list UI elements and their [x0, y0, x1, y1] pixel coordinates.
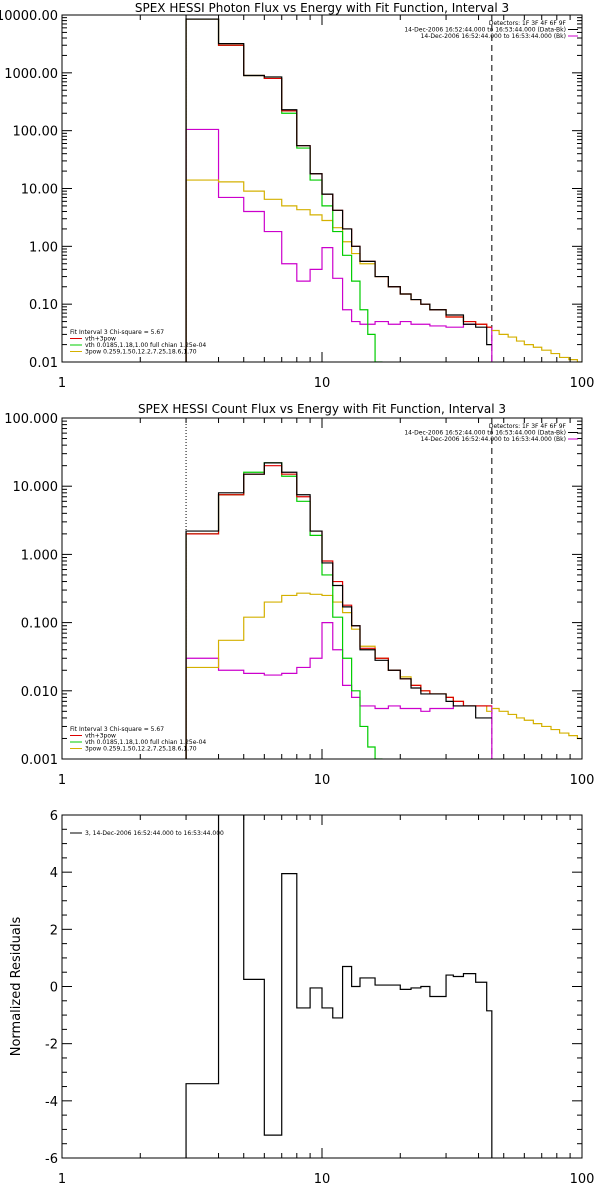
series-bk-step-line [185, 128, 493, 362]
residuals-panel: Normalized Residuals 1 10 100 6 4 2 0 -2 -4 -6 3, 1… [9, 809, 594, 1187]
y-tick-label: 10.00 [21, 183, 58, 198]
series-3-14-dec-2006-16-52-44-000-to-16-53-44-000-step-line [185, 815, 493, 1158]
y-tick-label: -2 [45, 1038, 58, 1053]
series-bk-step-line [185, 622, 493, 759]
plot-frame [61, 417, 583, 760]
legend-entry: vth+3pow [85, 733, 116, 740]
y-tick-label: 10.000 [13, 480, 59, 495]
series-3pow-extension-step-line [491, 329, 582, 362]
plot-area [185, 815, 493, 1158]
y-tick-label: 0.100 [21, 617, 58, 632]
y-tick-label: 0.001 [21, 753, 58, 768]
header-info-line: 14-Dec-2006 16:52:44.000 to 16:53:44.000… [404, 27, 566, 34]
x-tick-label: 1 [58, 376, 66, 391]
y-tick-label: 0 [50, 981, 58, 996]
plot-area [185, 418, 582, 759]
x-tick-label: 1 [58, 773, 66, 788]
x-tick-label: 10 [314, 773, 331, 788]
y-tick-label: 2 [50, 923, 58, 938]
panel-title: SPEX HESSI Photon Flux vs Energy with Fi… [135, 1, 509, 15]
plot-frame [61, 814, 583, 1159]
header-info-line: Detectors: 1F 3F 4F 6F 9F [489, 20, 567, 27]
series-data-bk-step-line [185, 462, 492, 759]
series-3pow-extension-step-line [491, 707, 582, 740]
header-info-line: 14-Dec-2006 16:52:44.000 to 16:53:44.000… [421, 33, 566, 40]
y-tick-label: 0.01 [29, 356, 58, 371]
y-tick-label: 0.10 [29, 298, 58, 313]
x-tick-label: 100 [570, 1172, 595, 1187]
y-tick-label: 1000.00 [4, 67, 58, 82]
legend-entry: Fit Interval 3 Chi-square = 5.67 [70, 726, 164, 733]
count-flux-panel: SPEX HESSI Count Flux vs Energy with Fit… [4, 402, 594, 788]
series-vth-3pow-step-line [185, 465, 492, 759]
y-tick-label: 100.00 [13, 125, 59, 140]
legend-entry: 3pow 0.259,1.50,12.2,7.25,18.6,1.70 [85, 349, 197, 356]
y-tick-label: 0.010 [21, 685, 58, 700]
legend-entry: 3pow 0.259,1.50,12.2,7.25,18.6,1.70 [85, 746, 197, 753]
legend-entry: 3, 14-Dec-2006 16:52:44.000 to 16:53:44.… [85, 830, 224, 837]
x-tick-label: 1 [58, 1172, 66, 1187]
y-tick-label: -6 [45, 1152, 58, 1167]
y-tick-label: 1.000 [21, 548, 58, 563]
header-info-line: 14-Dec-2006 16:52:44.000 to 16:53:44.000… [421, 436, 566, 443]
series-3pow-step-line [185, 592, 492, 759]
y-tick-label: 1.00 [29, 240, 58, 255]
series-data-bk-step-line [185, 18, 492, 362]
y-tick-label: 6 [50, 809, 58, 824]
series-vth-step-line [185, 462, 383, 759]
y-axis-label: Normalized Residuals [9, 917, 24, 1057]
legend-entry: vth 0.0185,1.18,1.00 full chian 1.25e-04 [85, 739, 206, 746]
y-tick-label: -4 [45, 1095, 58, 1110]
header-info-line: Detectors: 1F 3F 4F 6F 9F [489, 423, 567, 430]
panel-title: SPEX HESSI Count Flux vs Energy with Fit… [138, 402, 506, 416]
series-3pow-step-line [185, 179, 492, 362]
y-tick-label: 100.000 [4, 412, 58, 427]
y-tick-label: 10000.00 [0, 9, 58, 24]
x-tick-label: 10 [314, 376, 331, 391]
header-info-line: 14-Dec-2006 16:52:44.000 to 16:53:44.000… [404, 430, 566, 437]
legend-entry: vth 0.0185,1.18,1.00 full chian 1.25e-04 [85, 342, 206, 349]
x-tick-label: 100 [570, 376, 595, 391]
photon-flux-panel: SPEX HESSI Photon Flux vs Energy with Fi… [0, 1, 595, 391]
y-tick-label: 4 [50, 866, 58, 881]
legend-entry: Fit Interval 3 Chi-square = 5.67 [70, 329, 164, 336]
x-tick-label: 100 [570, 773, 595, 788]
x-tick-label: 10 [314, 1172, 331, 1187]
plot-area [185, 15, 582, 362]
legend-entry: vth+3pow [85, 336, 116, 343]
